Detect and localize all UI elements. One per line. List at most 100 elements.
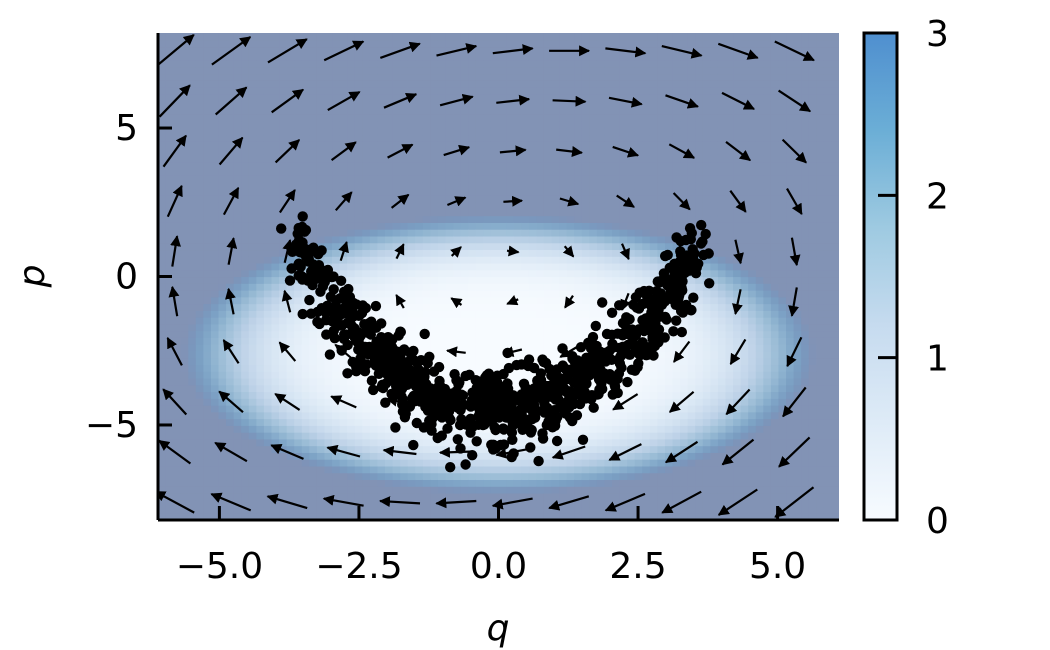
heatmap-cell (612, 93, 621, 102)
heatmap-cell (468, 80, 477, 88)
heatmap-cell (543, 127, 553, 136)
heatmap-cell (301, 350, 310, 359)
heatmap-cell (203, 323, 212, 332)
heatmap-cell (664, 486, 674, 494)
heatmap-cell (324, 405, 333, 413)
heatmap-cell (475, 479, 484, 487)
heatmap-cell (347, 262, 356, 271)
heatmap-cell (596, 432, 606, 440)
heatmap-cell (354, 53, 363, 61)
heatmap-cell (263, 344, 273, 352)
heatmap-cell (536, 161, 545, 169)
heatmap-cell (506, 100, 515, 108)
heatmap-cell (543, 80, 553, 88)
heatmap-cell (664, 330, 674, 338)
heatmap-cell (559, 215, 568, 223)
heatmap-cell (180, 120, 189, 129)
heatmap-cell (445, 317, 454, 325)
heatmap-cell (256, 330, 265, 338)
heatmap-cell (301, 479, 310, 487)
heatmap-cell (506, 66, 515, 75)
heatmap-cell (180, 364, 189, 372)
heatmap-cell (180, 161, 189, 169)
heatmap-cell (649, 33, 658, 41)
heatmap-cell (301, 317, 310, 325)
heatmap-cell (437, 195, 447, 203)
heatmap-cell (362, 398, 371, 406)
heatmap-cell (248, 405, 257, 413)
heatmap-cell (271, 269, 280, 278)
heatmap-cell (437, 93, 447, 102)
heatmap-cell (642, 80, 651, 88)
heatmap-cell (437, 262, 447, 271)
heatmap-cell (279, 350, 288, 359)
heatmap-cell (634, 459, 643, 467)
heatmap-cell (430, 87, 439, 95)
heatmap-cell (400, 290, 409, 298)
heatmap-cell (453, 168, 462, 176)
heatmap-cell (430, 222, 439, 230)
heatmap-cell (294, 120, 303, 129)
heatmap-cell (483, 262, 492, 271)
heatmap-cell (627, 459, 636, 467)
heatmap-cell (369, 73, 379, 81)
heatmap-cell (574, 269, 583, 278)
heatmap-cell (437, 114, 447, 122)
heatmap-cell (536, 215, 545, 223)
heatmap-cell (422, 276, 431, 284)
heatmap-cell (415, 222, 424, 230)
heatmap-cell (188, 53, 197, 61)
heatmap-cell (437, 256, 447, 264)
heatmap-cell (551, 317, 560, 325)
heatmap-cell (415, 262, 424, 271)
heatmap-cell (460, 120, 469, 129)
heatmap-cell (619, 506, 628, 514)
heatmap-cell (294, 73, 303, 81)
heatmap-cell (210, 459, 220, 467)
heatmap-cell (407, 330, 416, 338)
heatmap-cell (233, 330, 242, 338)
heatmap-cell (657, 492, 666, 501)
heatmap-cell (173, 465, 182, 474)
heatmap-cell (566, 60, 575, 68)
heatmap-cell (475, 486, 484, 494)
heatmap-cell (627, 492, 636, 501)
heatmap-cell (203, 492, 212, 501)
heatmap-cell (165, 432, 174, 440)
heatmap-cell (309, 472, 318, 481)
heatmap-cell (543, 175, 553, 183)
heatmap-cell (218, 202, 227, 210)
heatmap-cell (543, 479, 553, 487)
heatmap-cell (188, 317, 197, 325)
heatmap-cell (589, 486, 598, 494)
heatmap-cell (664, 147, 674, 156)
heatmap-cell (301, 181, 310, 190)
heatmap-cell (453, 269, 462, 278)
heatmap-cell (536, 168, 545, 176)
heatmap-cell (627, 120, 636, 129)
heatmap-cell (210, 195, 220, 203)
heatmap-cell (536, 303, 545, 311)
heatmap-cell (483, 80, 492, 88)
heatmap-cell (490, 114, 500, 122)
heatmap-cell (180, 181, 189, 190)
heatmap-cell (279, 120, 288, 129)
heatmap-cell (528, 154, 537, 163)
heatmap-cell (619, 425, 628, 433)
heatmap-cell (385, 222, 394, 230)
heatmap-cell (407, 202, 416, 210)
heatmap-cell (415, 323, 424, 332)
heatmap-cell (642, 472, 651, 481)
heatmap-cell (483, 208, 492, 217)
heatmap-cell (483, 39, 492, 48)
heatmap-cell (566, 276, 575, 284)
heatmap-cell (226, 181, 235, 190)
heatmap-cell (672, 337, 681, 345)
heatmap-cell (437, 249, 447, 257)
heatmap-cell (589, 188, 598, 196)
heatmap-cell (604, 425, 613, 433)
heatmap-cell (369, 134, 379, 142)
heatmap-cell (430, 93, 439, 102)
heatmap-cell (233, 120, 242, 129)
heatmap-cell (574, 87, 583, 95)
